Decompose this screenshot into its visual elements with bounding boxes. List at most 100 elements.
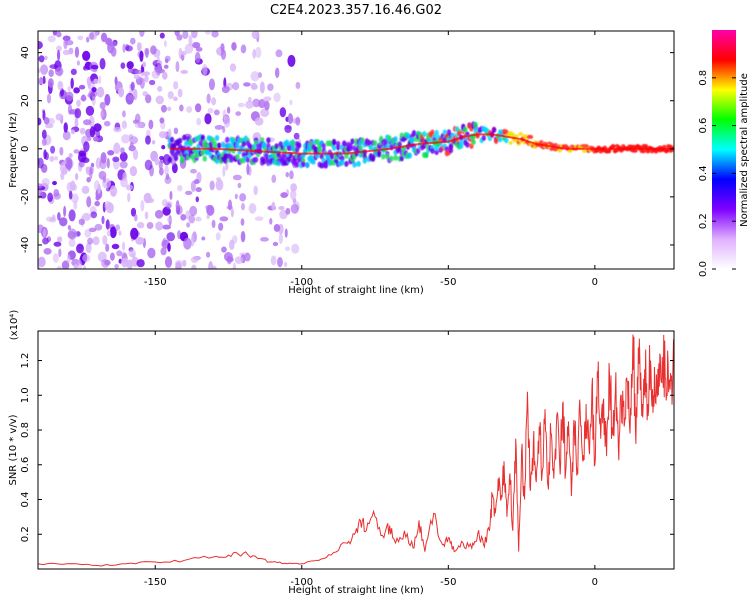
snr-series-line [38, 334, 674, 567]
noise-blob [174, 260, 184, 268]
ridge-blob [223, 157, 228, 164]
noise-blob [127, 192, 131, 203]
noise-blob [41, 129, 47, 140]
noise-blob [177, 88, 183, 98]
figure-title: C2E4.2023.357.16.46.G02 [270, 3, 442, 18]
noise-blob [232, 82, 240, 91]
noise-blob [70, 129, 75, 135]
noise-blob [65, 91, 74, 102]
ridge-blob [182, 134, 187, 141]
noise-blob [55, 113, 64, 121]
noise-blob [144, 74, 149, 83]
noise-blob [163, 40, 167, 48]
noise-blob [130, 207, 137, 217]
noise-blob [253, 185, 258, 196]
noise-blob [147, 247, 156, 259]
noise-blob [160, 104, 167, 113]
ridge-blob [294, 146, 300, 153]
spectrogram-x-tick-label: 0 [592, 277, 598, 288]
noise-blob [145, 135, 151, 145]
ridge-blob [216, 142, 222, 149]
noise-blob [239, 193, 247, 202]
noise-blob [63, 205, 67, 217]
noise-blob [240, 44, 247, 54]
spectrogram-marks [38, 31, 674, 269]
noise-blob [196, 117, 202, 126]
colorbar-ticks: 0.0 0.2 0.4 0.6 0.8 [698, 70, 736, 277]
noise-blob [278, 233, 283, 244]
ridge-blob [266, 137, 271, 144]
noise-blob [91, 86, 97, 93]
noise-blob [38, 77, 44, 85]
snr-y-tick-label: 0.4 [20, 492, 31, 508]
spectrogram-y-ticks: -40 -20 0 20 40 [20, 46, 674, 253]
spectrogram-y-tick-label: 0 [20, 146, 31, 152]
noise-blob [67, 86, 71, 92]
noise-blob [226, 106, 231, 114]
ridge-blob [518, 131, 523, 136]
ridge-blob [169, 136, 175, 143]
noise-blob [128, 145, 136, 152]
noise-blob [122, 110, 126, 118]
noise-blob [85, 105, 95, 116]
noise-blob [119, 160, 128, 169]
snr-x-axis-label: Height of straight line (km) [288, 585, 424, 596]
noise-blob [76, 60, 80, 66]
ridge-blob [229, 156, 234, 163]
ridge-blob [584, 144, 589, 149]
noise-blob [61, 260, 70, 269]
noise-blob [284, 228, 288, 238]
noise-blob [202, 63, 208, 76]
spectrogram-x-ticks: -150 -100 -50 0 [144, 31, 598, 288]
noise-blob [114, 264, 119, 269]
noise-blob [104, 259, 111, 266]
noise-blob [173, 81, 179, 90]
noise-blob [290, 183, 298, 192]
noise-blob [263, 96, 272, 102]
noise-blob [211, 31, 219, 38]
ridge-blob [321, 142, 326, 149]
noise-blob [273, 223, 281, 232]
noise-blob [88, 227, 97, 233]
noise-blob [167, 91, 174, 100]
noise-blob [130, 227, 139, 240]
noise-blob [285, 172, 290, 178]
noise-blob [120, 177, 128, 188]
noise-blob [54, 66, 64, 76]
colorbar-tick-label: 0.0 [698, 261, 709, 277]
noise-blob [134, 122, 144, 129]
ridge-blob [514, 134, 519, 139]
noise-blob [246, 163, 250, 176]
noise-blob [231, 41, 237, 51]
noise-blob [74, 172, 79, 181]
noise-blob [226, 255, 232, 265]
noise-blob [85, 36, 90, 43]
noise-blob [101, 215, 105, 225]
noise-blob [82, 50, 91, 61]
noise-blob [136, 42, 142, 52]
noise-blob [161, 198, 168, 207]
noise-blob [267, 83, 274, 92]
noise-blob [47, 117, 55, 125]
ridge-blob [459, 139, 464, 146]
noise-blob [184, 43, 194, 54]
noise-blob [43, 247, 52, 255]
ridge-blob [225, 136, 230, 143]
noise-blob [152, 140, 156, 145]
ridge-blob [473, 121, 478, 128]
ridge-blob [434, 149, 439, 156]
noise-blob [287, 113, 294, 125]
ridge-blob [422, 130, 427, 137]
noise-blob [162, 237, 168, 246]
noise-blob [191, 264, 197, 269]
noise-blob [225, 161, 229, 171]
noise-blob [77, 35, 84, 41]
ridge-blob [370, 155, 376, 162]
noise-blob [58, 82, 63, 88]
noise-blob [52, 181, 57, 186]
noise-blob [209, 180, 215, 191]
noise-blob [271, 174, 277, 184]
noise-blob [112, 156, 120, 163]
noise-blob [213, 109, 220, 116]
noise-blob [125, 45, 133, 52]
